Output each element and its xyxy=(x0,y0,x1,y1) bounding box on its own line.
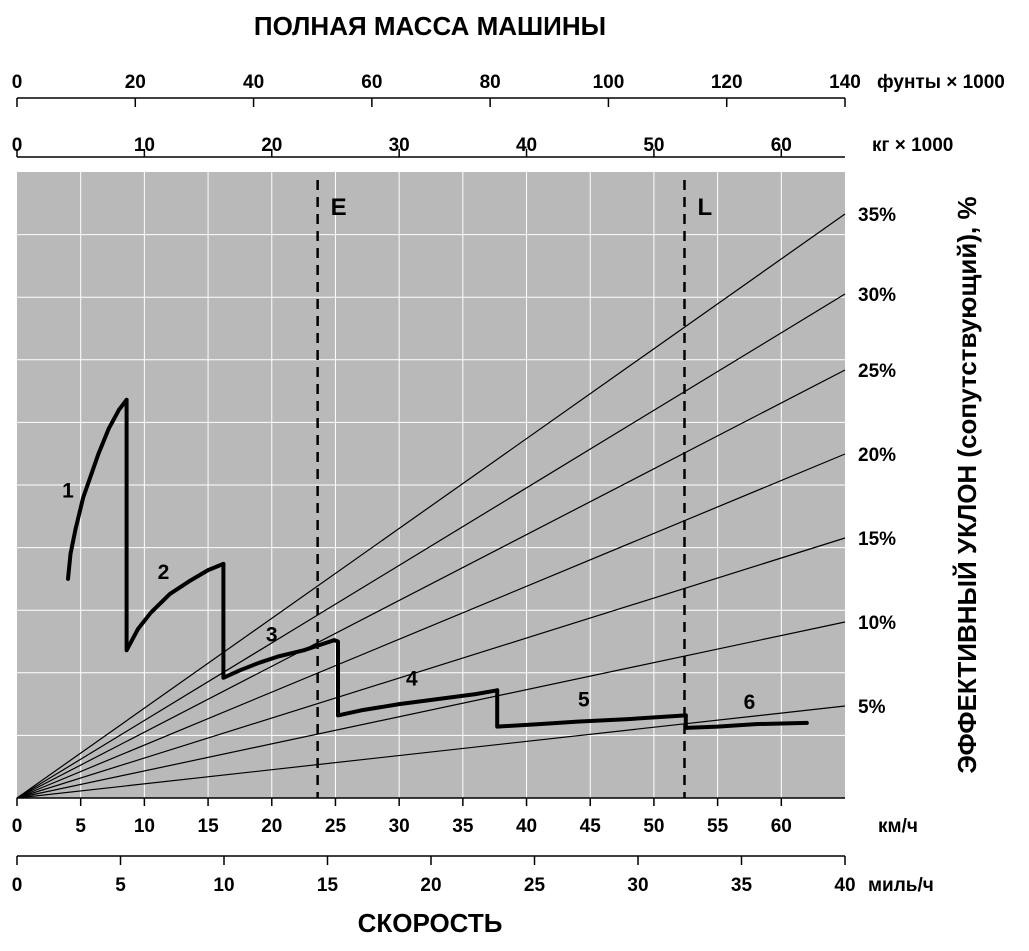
mph-tick-label: 30 xyxy=(627,875,648,896)
lb-tick-label: 40 xyxy=(243,72,264,93)
kmh-tick-label: 15 xyxy=(198,816,220,837)
mph-tick-label: 5 xyxy=(115,875,126,896)
kg-tick-label: 40 xyxy=(516,135,537,156)
y-axis-label: ЭФФЕКТИВНЫЙ УКЛОН (сопутствующий), % xyxy=(952,196,982,773)
kmh-tick-label: 45 xyxy=(580,816,602,837)
gear-curve xyxy=(495,688,688,729)
kg-tick-label: 30 xyxy=(389,135,410,156)
gear-curve xyxy=(66,397,129,581)
kmh-tick-label: 10 xyxy=(134,816,155,837)
gear-label: 6 xyxy=(744,691,756,714)
weight-axes: 0 20 40 60 80 100 120 140 фунты × 1000 0 10 20 30 40 5… xyxy=(12,72,1005,158)
gear-curve xyxy=(221,561,337,680)
lb-tick-label: 20 xyxy=(125,72,146,93)
grade-label: 30% xyxy=(858,285,896,306)
kg-tick-label: 20 xyxy=(261,135,282,156)
grade-line xyxy=(16,705,846,799)
marker-label: L xyxy=(697,194,712,221)
kmh-tick-label: 0 xyxy=(12,816,23,837)
kmh-tick-label: 5 xyxy=(75,816,86,837)
grade-line xyxy=(16,293,846,799)
grid-lines xyxy=(17,172,845,798)
marker-label: E xyxy=(331,194,347,221)
mph-tick-label: 10 xyxy=(213,875,234,896)
gear-label: 3 xyxy=(266,624,278,647)
mph-tick-label: 25 xyxy=(524,875,546,896)
gear-curve xyxy=(124,397,226,653)
lb-tick-label: 100 xyxy=(593,72,625,93)
speed-axes: 0 5 10 15 20 25 30 35 40 45 50 55 60 км/ч 0 5 10 15 20 25 30… xyxy=(12,797,934,896)
lb-tick-label: 140 xyxy=(829,72,861,93)
kmh-tick-label: 20 xyxy=(261,816,282,837)
gear-label: 5 xyxy=(578,689,590,712)
kmh-tick-label: 55 xyxy=(707,816,729,837)
kmh-tick-label: 40 xyxy=(516,816,537,837)
grade-label: 25% xyxy=(858,361,896,382)
grade-label: 5% xyxy=(858,697,886,718)
mph-tick-label: 35 xyxy=(731,875,753,896)
grade-label: 35% xyxy=(858,205,896,226)
kg-tick-label: 10 xyxy=(134,135,155,156)
mph-tick-label: 40 xyxy=(834,875,855,896)
kg-tick-label: 50 xyxy=(643,135,664,156)
grade-label: 20% xyxy=(858,445,896,466)
kg-tick-label: 60 xyxy=(771,135,792,156)
kmh-unit-label: км/ч xyxy=(878,816,918,837)
grade-line xyxy=(16,369,846,799)
grade-line xyxy=(16,621,846,799)
lb-tick-label: 60 xyxy=(361,72,382,93)
lb-tick-label: 120 xyxy=(711,72,743,93)
gear-label: 1 xyxy=(62,480,74,503)
gear-curves: 1 2 3 4 5 6 xyxy=(62,397,809,730)
lb-unit-label: фунты × 1000 xyxy=(877,72,1005,93)
gear-curve xyxy=(683,713,809,730)
kmh-tick-label: 30 xyxy=(389,816,410,837)
kmh-tick-label: 60 xyxy=(771,816,792,837)
kmh-tick-label: 25 xyxy=(325,816,347,837)
grade-label: 10% xyxy=(858,613,896,634)
grade-label: 15% xyxy=(858,529,896,550)
gear-label: 2 xyxy=(158,561,170,584)
chart-title: ПОЛНАЯ МАССА МАШИНЫ xyxy=(254,11,606,41)
grade-line xyxy=(16,453,846,799)
kg-tick-label: 0 xyxy=(12,135,23,156)
gear-curve xyxy=(332,638,500,718)
lb-tick-label: 0 xyxy=(12,72,23,93)
lb-tick-label: 80 xyxy=(480,72,501,93)
mph-tick-label: 0 xyxy=(12,875,23,896)
mph-tick-label: 20 xyxy=(420,875,441,896)
gear-label: 4 xyxy=(406,667,418,690)
kg-unit-label: кг × 1000 xyxy=(872,135,953,156)
mph-unit-label: миль/ч xyxy=(868,875,934,896)
grade-line xyxy=(16,537,846,799)
kmh-tick-label: 50 xyxy=(643,816,664,837)
kmh-tick-label: 35 xyxy=(452,816,474,837)
mph-tick-label: 15 xyxy=(317,875,339,896)
grade-line xyxy=(16,213,846,799)
x-axis-label: СКОРОСТЬ xyxy=(358,908,503,938)
grade-lines: 5% 10% 15% 20% 25% 30% 35% xyxy=(16,205,896,799)
